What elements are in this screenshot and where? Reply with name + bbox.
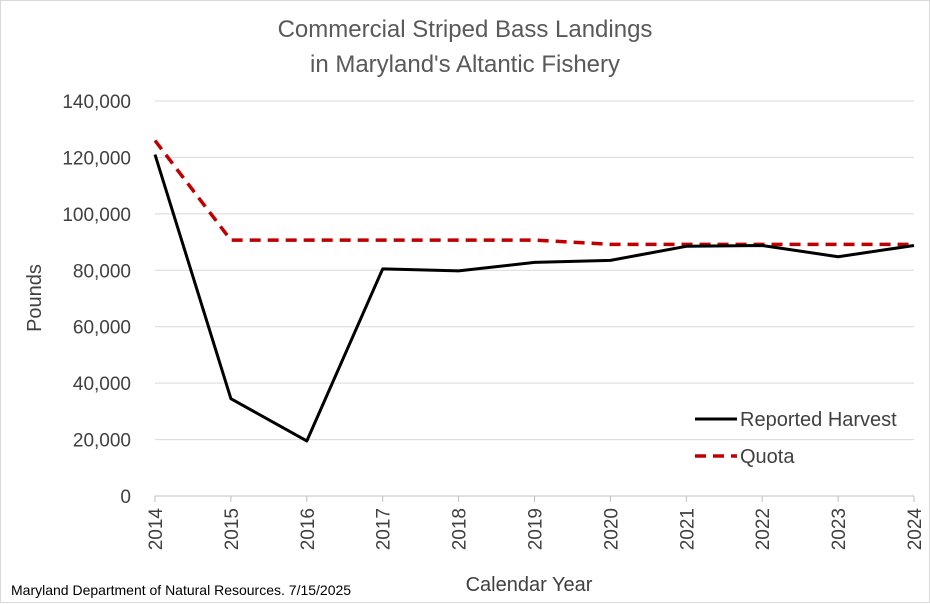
x-tick-labels: 2014 2015 2016 2017 2018 2019 2020 2021 2022 2023… xyxy=(146,508,926,551)
x-tick-label: 2024 xyxy=(905,508,926,551)
y-tick-labels: 0 20,000 40,000 60,000 80,000 100,000 120,000 1… xyxy=(62,92,131,508)
legend-label: Quota xyxy=(740,446,795,468)
y-tick-label: 80,000 xyxy=(73,261,131,282)
y-tick-label: 100,000 xyxy=(62,205,131,226)
x-tick-label: 2022 xyxy=(753,508,774,550)
x-tick-label: 2021 xyxy=(677,508,698,550)
chart-subtitle: in Maryland's Altantic Fishery xyxy=(310,51,620,78)
y-tick-label: 120,000 xyxy=(62,148,131,169)
series-lines xyxy=(155,140,914,441)
reported-harvest-line xyxy=(155,155,914,441)
y-tick-label: 140,000 xyxy=(62,92,131,113)
x-tick-label: 2018 xyxy=(450,508,471,550)
y-tick-label: 0 xyxy=(120,487,131,508)
legend-label: Reported Harvest xyxy=(740,409,897,431)
x-tick-label: 2015 xyxy=(222,508,243,550)
source-note: Maryland Department of Natural Resources… xyxy=(11,582,351,598)
y-tick-label: 60,000 xyxy=(73,318,131,339)
chart-title: Commercial Striped Bass Landings xyxy=(278,16,653,43)
quota-line xyxy=(155,141,914,245)
x-tick-label: 2019 xyxy=(526,508,547,550)
x-tick-label: 2017 xyxy=(374,508,395,550)
y-tick-label: 40,000 xyxy=(73,374,131,395)
x-axis-title: Calendar Year xyxy=(466,574,593,596)
gridlines xyxy=(155,101,914,502)
x-tick-label: 2023 xyxy=(829,508,850,550)
x-tick-label: 2016 xyxy=(298,508,319,550)
x-tick-label: 2014 xyxy=(146,508,167,551)
y-tick-label: 20,000 xyxy=(73,431,131,452)
x-tick-label: 2020 xyxy=(601,508,622,550)
y-axis-title: Pounds xyxy=(24,264,46,332)
legend: Reported Harvest Quota xyxy=(695,409,897,468)
